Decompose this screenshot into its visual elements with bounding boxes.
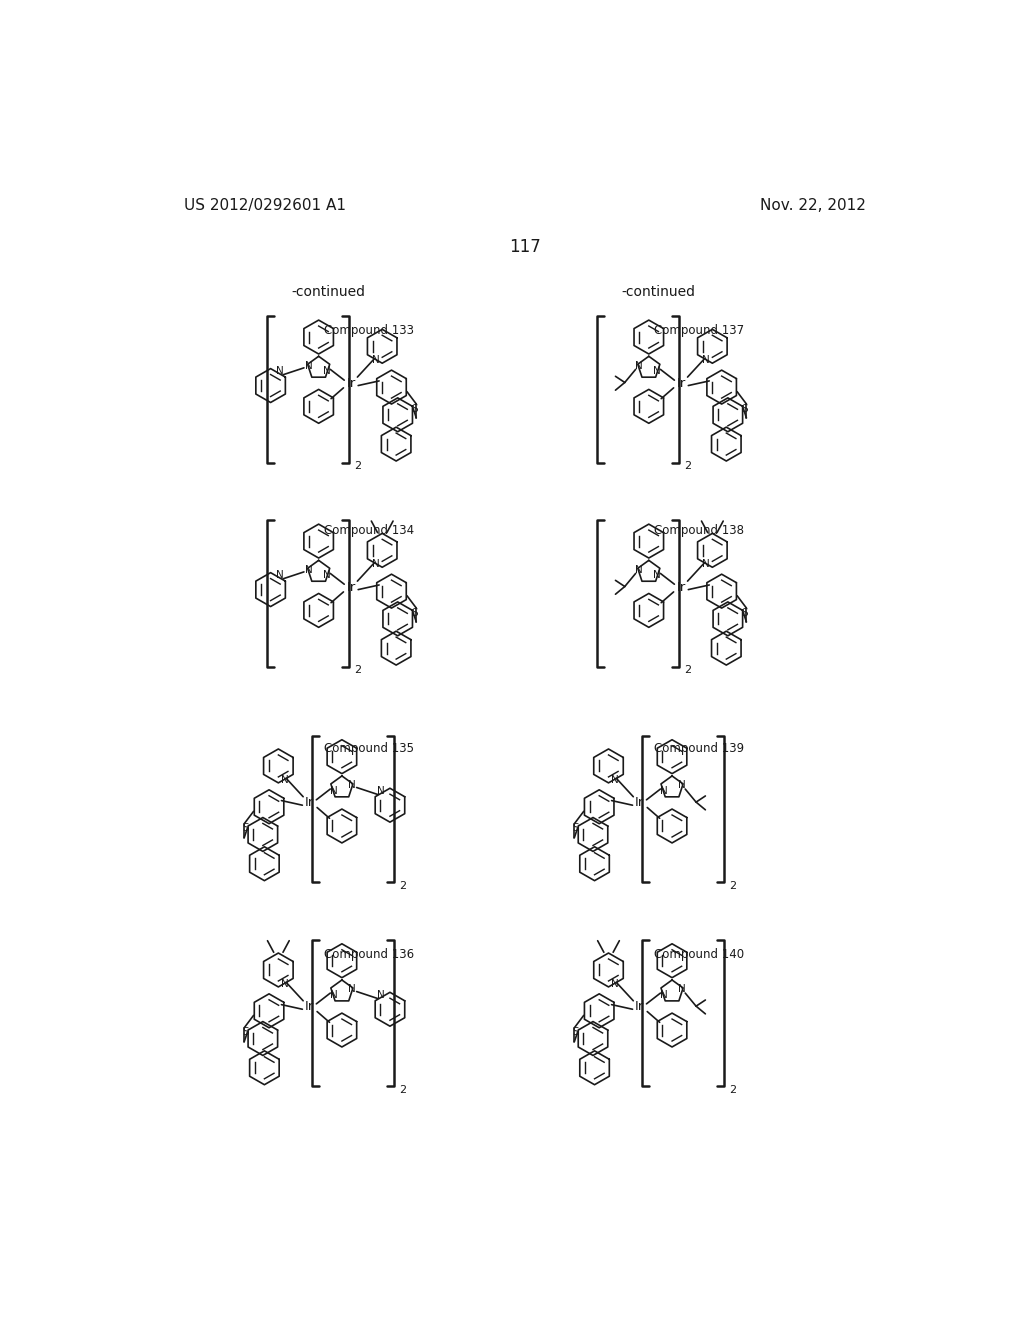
Text: N: N <box>702 560 710 569</box>
Text: Ir: Ir <box>305 1001 314 1014</box>
Text: Ir: Ir <box>635 1001 644 1014</box>
Text: 2: 2 <box>399 1085 407 1096</box>
Text: N: N <box>678 985 686 994</box>
Text: S: S <box>412 607 418 618</box>
Text: 2: 2 <box>684 665 691 676</box>
Text: N: N <box>377 785 385 796</box>
Text: S: S <box>243 1027 249 1038</box>
Text: Ir: Ir <box>677 376 686 389</box>
Text: N: N <box>678 780 686 791</box>
Text: S: S <box>412 404 418 413</box>
Text: Compound 136: Compound 136 <box>324 948 414 961</box>
Text: Compound 140: Compound 140 <box>654 948 744 961</box>
Text: -continued: -continued <box>291 285 365 300</box>
Text: N: N <box>331 785 338 796</box>
Text: 2: 2 <box>684 462 691 471</box>
Text: N: N <box>635 565 643 574</box>
Text: 2: 2 <box>354 462 361 471</box>
Text: N: N <box>660 785 669 796</box>
Text: N: N <box>635 360 643 371</box>
Text: N: N <box>323 570 331 579</box>
Text: N: N <box>305 565 312 574</box>
Text: N: N <box>331 990 338 999</box>
Text: S: S <box>741 607 749 618</box>
Text: 117: 117 <box>509 238 541 256</box>
Text: Compound 139: Compound 139 <box>654 742 744 755</box>
Text: N: N <box>372 560 380 569</box>
Text: N: N <box>652 570 660 579</box>
Text: 2: 2 <box>729 1085 736 1096</box>
Text: N: N <box>660 990 669 999</box>
Text: Compound 134: Compound 134 <box>324 524 414 537</box>
Text: 2: 2 <box>399 880 407 891</box>
Text: N: N <box>281 979 289 989</box>
Text: Compound 133: Compound 133 <box>324 323 414 337</box>
Text: N: N <box>348 780 356 791</box>
Text: N: N <box>652 366 660 376</box>
Text: N: N <box>281 775 289 785</box>
Text: N: N <box>611 979 618 989</box>
Text: N: N <box>611 775 618 785</box>
Text: Compound 138: Compound 138 <box>654 524 744 537</box>
Text: Ir: Ir <box>677 581 686 594</box>
Text: Ir: Ir <box>635 796 644 809</box>
Text: N: N <box>276 570 284 579</box>
Text: Compound 135: Compound 135 <box>324 742 414 755</box>
Text: S: S <box>572 824 580 833</box>
Text: Ir: Ir <box>305 796 314 809</box>
Text: S: S <box>243 824 249 833</box>
Text: 2: 2 <box>729 880 736 891</box>
Text: Nov. 22, 2012: Nov. 22, 2012 <box>760 198 866 214</box>
Text: N: N <box>348 985 356 994</box>
Text: 2: 2 <box>354 665 361 676</box>
Text: N: N <box>372 355 380 366</box>
Text: N: N <box>377 990 385 999</box>
Text: S: S <box>572 1027 580 1038</box>
Text: N: N <box>276 366 284 376</box>
Text: US 2012/0292601 A1: US 2012/0292601 A1 <box>183 198 346 214</box>
Text: Ir: Ir <box>346 581 355 594</box>
Text: N: N <box>305 360 312 371</box>
Text: S: S <box>741 404 749 413</box>
Text: Compound 137: Compound 137 <box>654 323 744 337</box>
Text: Ir: Ir <box>346 376 355 389</box>
Text: N: N <box>323 366 331 376</box>
Text: -continued: -continued <box>622 285 696 300</box>
Text: N: N <box>702 355 710 366</box>
